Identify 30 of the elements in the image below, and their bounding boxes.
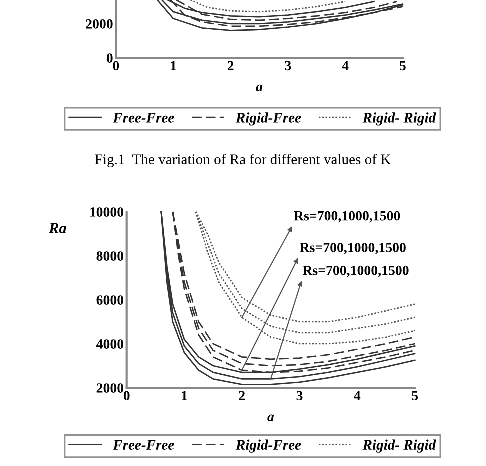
x-axis-title: a: [256, 84, 263, 92]
annotation: Rs=700,1000,1500: [294, 211, 400, 223]
legend-label: Free-Free: [113, 440, 174, 450]
x-tick-label: 3: [296, 391, 303, 401]
y-tick-label: 10000: [90, 208, 124, 217]
legend-label: Rigid- Rigid: [362, 112, 436, 126]
y-tick-label: 2000: [96, 384, 124, 393]
x-tick-label: 2: [228, 61, 234, 70]
y-axis-title: Ra: [49, 223, 66, 234]
x-axis-title: a: [268, 414, 274, 422]
x-tick-label: 4: [354, 391, 361, 400]
legend-label: Rigid-Free: [236, 440, 302, 453]
caption: Fig.1 The variation of Ra for different values of K: [95, 154, 392, 168]
y-tick-label: 2000: [86, 19, 113, 29]
y-tick-label: 0: [106, 54, 113, 63]
x-tick-label: 1: [171, 61, 176, 70]
annotation: Rs=700,1000,1500: [300, 243, 406, 254]
annotation: Rs=700,1000,1500: [302, 266, 409, 278]
legend-label: Free-Free: [113, 113, 174, 123]
x-tick-label: 3: [285, 61, 292, 71]
y-tick-label: 4000: [96, 340, 124, 349]
x-tick-label: 2: [239, 391, 245, 400]
x-tick-label: 5: [400, 61, 406, 71]
y-tick-label: 8000: [96, 252, 124, 261]
x-tick-label: 5: [412, 391, 418, 401]
legend-label: Rigid- Rigid: [362, 440, 436, 453]
x-tick-label: 4: [342, 61, 349, 70]
legend-label: Rigid-Free: [236, 112, 302, 126]
x-tick-label: 1: [182, 391, 188, 400]
y-tick-label: 6000: [96, 296, 124, 305]
